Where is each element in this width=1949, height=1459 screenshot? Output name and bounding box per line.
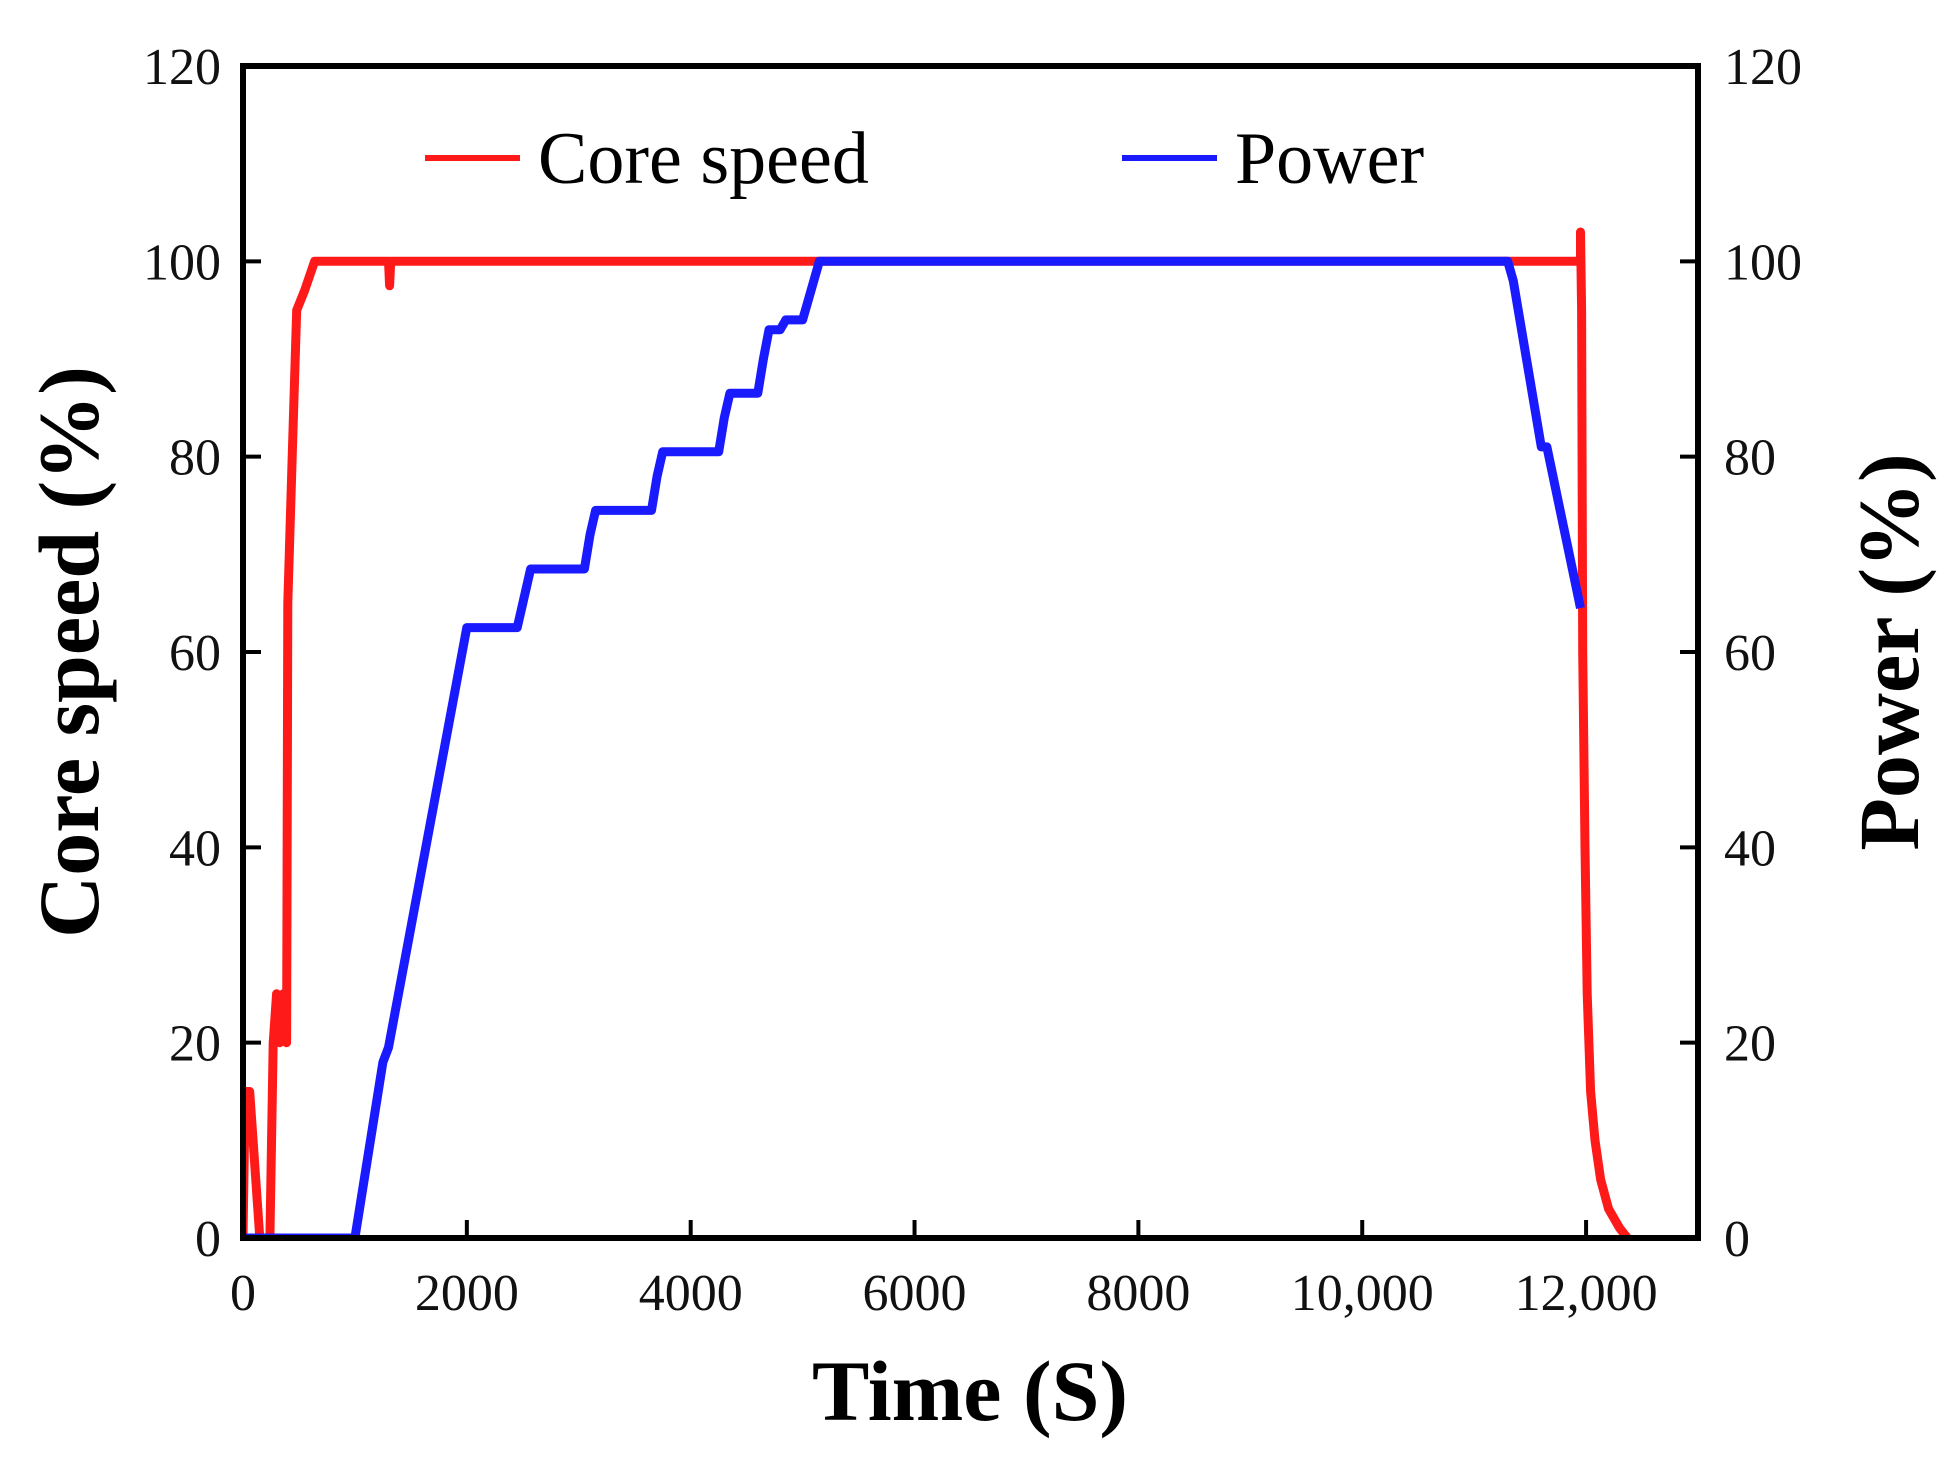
y-tick-label-left: 100 <box>143 234 221 291</box>
legend-label-core-speed: Core speed <box>538 118 869 200</box>
series-layer <box>243 227 1632 1238</box>
x-tick-label: 8000 <box>1086 1265 1190 1322</box>
y-tick-label-right: 0 <box>1724 1211 1750 1268</box>
x-tick-label: 0 <box>230 1265 256 1322</box>
y-tick-label-left: 80 <box>169 430 221 487</box>
y-tick-label-right: 120 <box>1724 39 1802 96</box>
y-tick-label-left: 0 <box>195 1211 221 1268</box>
legend: Core speed Power <box>425 118 1424 200</box>
y-tick-label-left: 20 <box>169 1016 221 1073</box>
x-tick-label: 4000 <box>639 1265 743 1322</box>
x-axis-title: Time (S) <box>812 1343 1128 1439</box>
right-axis-title: Power (%) <box>1841 453 1937 850</box>
y-tick-label-right: 60 <box>1724 625 1776 682</box>
series-line-power <box>243 256 1585 1238</box>
y-tick-label-left: 40 <box>169 820 221 877</box>
legend-label-power: Power <box>1235 118 1424 200</box>
y-tick-label-left: 120 <box>143 39 221 96</box>
y-tick-label-left: 60 <box>169 625 221 682</box>
series-line-core-speed <box>243 227 1632 1238</box>
x-tick-label: 12,000 <box>1515 1265 1658 1322</box>
left-axis-title: Core speed (%) <box>21 366 117 938</box>
x-tick-label: 10,000 <box>1291 1265 1434 1322</box>
x-tick-label: 2000 <box>415 1265 519 1322</box>
plot-frame <box>240 63 1701 1241</box>
y-tick-label-right: 40 <box>1724 820 1776 877</box>
y-tick-label-right: 100 <box>1724 234 1802 291</box>
y-tick-label-right: 80 <box>1724 430 1776 487</box>
x-tick-label: 6000 <box>863 1265 967 1322</box>
y-tick-label-right: 20 <box>1724 1016 1776 1073</box>
